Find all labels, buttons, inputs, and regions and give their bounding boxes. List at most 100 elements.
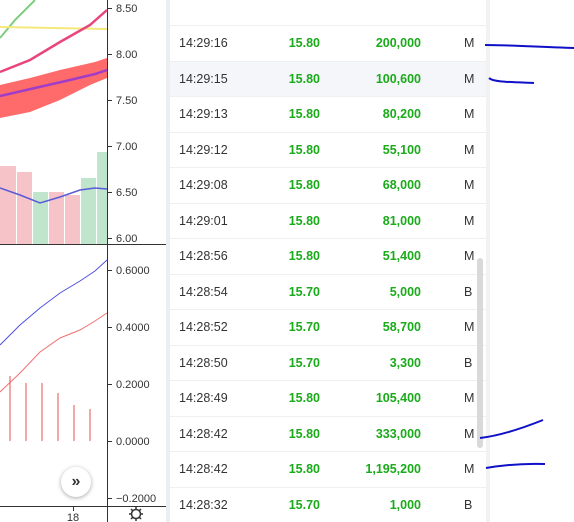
trade-time: 14:28:54: [179, 284, 228, 299]
trade-price: 15.80: [288, 391, 320, 405]
axis-label: 0.6000: [116, 265, 150, 277]
scrollbar-thumb[interactable]: [477, 258, 483, 448]
trade-price: 15.80: [288, 462, 320, 476]
axis-label: −0.2000: [116, 493, 156, 505]
gear-icon[interactable]: [129, 507, 143, 521]
expand-chart-button[interactable]: »: [61, 467, 91, 497]
trade-quantity: 58,700: [382, 320, 421, 334]
trade-price: 15.70: [288, 320, 320, 334]
axis-label: 0.4000: [116, 322, 150, 334]
volume-bar: [97, 152, 107, 244]
annotation-stroke: [479, 419, 544, 439]
trade-side: M: [464, 107, 475, 121]
panel-divider[interactable]: [166, 0, 170, 522]
trade-time: 14:29:16: [179, 36, 228, 50]
trade-row[interactable]: 14:29:13 15.80 80,200 M: [170, 96, 486, 131]
volume-average-line: [0, 187, 108, 204]
trade-time: 14:29:08: [179, 178, 228, 192]
trade-time: 14:29:12: [179, 142, 228, 157]
trade-side: B: [464, 497, 473, 512]
trade-time: 14:29:13: [179, 107, 228, 121]
trade-side: B: [464, 284, 473, 299]
axis-label: 8.00: [116, 49, 137, 61]
trade-side: M: [464, 36, 475, 50]
trade-time: 14:28:52: [179, 320, 228, 334]
trade-row[interactable]: 14:28:50 15.70 3,300 B: [170, 344, 486, 380]
axis-label: 6.50: [116, 187, 137, 199]
trade-time: 14:29:15: [179, 71, 228, 86]
pink-line: [0, 9, 108, 74]
trade-price: 15.80: [288, 213, 320, 228]
trade-row[interactable]: 14:29:01 15.80 81,000 M: [170, 202, 486, 238]
trade-row[interactable]: 14:28:49 15.80 105,400 M: [170, 380, 486, 415]
trade-time: 14:28:42: [179, 462, 228, 476]
trade-quantity: 333,000: [375, 426, 421, 441]
axis-label: 8.50: [116, 3, 137, 15]
trade-price: 15.80: [288, 426, 320, 441]
purple-line: [0, 68, 108, 98]
double-chevron-right-icon: »: [71, 473, 81, 490]
trade-time: 14:29:01: [179, 213, 228, 228]
annotation-stroke: [484, 44, 574, 49]
volume-bar: [65, 195, 80, 244]
volume-bar: [0, 166, 16, 244]
annotation-stroke: [485, 462, 546, 469]
trade-price: 15.70: [288, 284, 320, 299]
trade-side: M: [464, 249, 475, 263]
trade-price: 15.80: [288, 142, 320, 157]
macd-line: [0, 259, 108, 346]
trade-price: 15.80: [288, 71, 320, 86]
trade-side: M: [464, 142, 475, 157]
trade-quantity: 200,000: [375, 36, 421, 50]
trade-row[interactable]: 14:28:54 15.70 5,000 B: [170, 273, 486, 309]
axis-label: 0.2000: [116, 379, 150, 391]
trade-row[interactable]: 14:28:42 15.80 333,000 M: [170, 415, 486, 451]
trade-side: M: [464, 462, 475, 476]
trade-side: M: [464, 320, 475, 334]
trade-side: M: [464, 391, 475, 405]
chart-canvas: 8.50 8.00 7.50 7.00 6.50 6.00 0.6000 0.4000 0.2…: [0, 0, 166, 522]
trade-price: 15.70: [288, 355, 320, 370]
yellow-line: [0, 26, 108, 30]
trade-row[interactable]: 14:29:15 15.80 100,600 M: [170, 60, 486, 96]
trade-row[interactable]: 14:29:08 15.80 68,000 M: [170, 167, 486, 202]
price-chart-panel[interactable]: 8.50 8.00 7.50 7.00 6.50 6.00 0.6000 0.4000 0.2…: [0, 0, 166, 522]
cloud-area: [0, 58, 107, 118]
trade-time: 14:28:50: [179, 355, 228, 370]
trade-row[interactable]: 14:29:12 15.80 55,100 M: [170, 131, 486, 167]
trade-price: 15.80: [288, 36, 320, 50]
trade-row[interactable]: 14:28:52 15.70 58,700 M: [170, 309, 486, 344]
trade-price: 15.80: [288, 107, 320, 121]
trade-row[interactable]: 14:28:42 15.80 1,195,200 M: [170, 451, 486, 486]
axis-label: 0.0000: [116, 436, 150, 448]
axis-label: 6.00: [116, 233, 137, 245]
trade-quantity: 5,000: [389, 284, 421, 299]
trade-side: M: [464, 426, 475, 441]
trade-quantity: 100,600: [375, 71, 421, 86]
signal-line: [0, 312, 108, 393]
trade-time: 14:28:42: [179, 426, 228, 441]
axis-label: 7.50: [116, 95, 137, 107]
trade-time: 14:28:32: [179, 497, 228, 512]
volume-bar: [49, 192, 64, 244]
trade-row[interactable]: 14:28:56 15.80 51,400 M: [170, 238, 486, 273]
trade-side: M: [464, 178, 475, 192]
trade-price: 15.80: [288, 178, 320, 192]
time-axis-label: 18: [67, 512, 79, 522]
trade-quantity: 1,195,200: [365, 462, 421, 476]
trade-time: 14:28:56: [179, 249, 228, 263]
volume-bar: [33, 192, 48, 244]
trade-quantity: 80,200: [382, 107, 421, 121]
green-line: [0, 0, 36, 39]
axis-label: 7.00: [116, 141, 137, 153]
trade-price: 15.80: [288, 249, 320, 263]
trades-list: 14:29:16 15.80 200,000 M 14:29:15 15.80 100,60…: [170, 0, 486, 522]
trade-side: B: [464, 355, 473, 370]
volume-bar: [81, 178, 96, 244]
scrollbar-track[interactable]: [486, 0, 490, 522]
trade-row[interactable]: 14:29:16 15.80 200,000 M: [170, 25, 486, 60]
trade-quantity: 105,400: [375, 391, 421, 405]
trade-quantity: 81,000: [382, 213, 421, 228]
trade-row[interactable]: 14:28:32 15.70 1,000 B: [170, 486, 486, 522]
trade-quantity: 1,000: [389, 497, 421, 512]
